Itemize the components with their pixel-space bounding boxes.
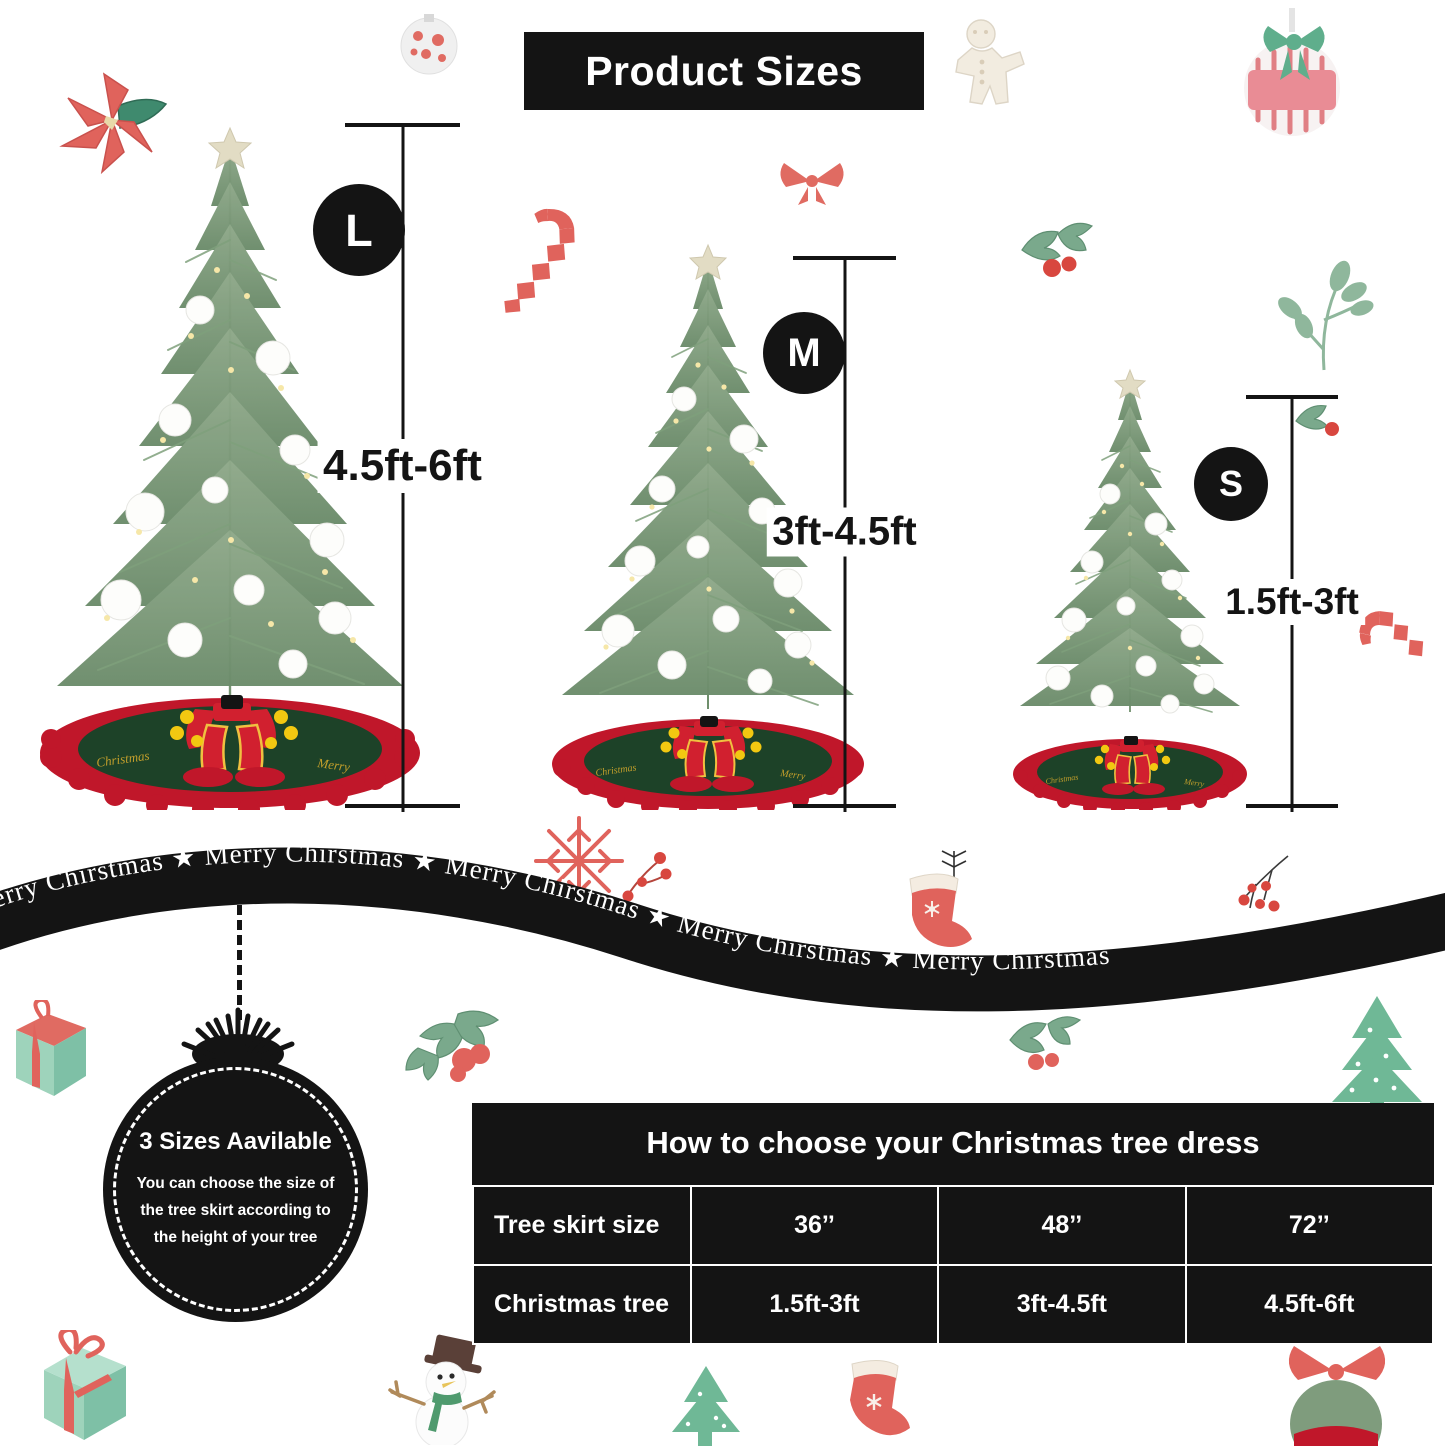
bow-icon — [780, 163, 844, 205]
three-sizes-available-badge: 3 Sizes Aavilable You can choose the siz… — [103, 1057, 368, 1322]
size-chart: How to choose your Christmas tree dress … — [472, 1103, 1435, 1345]
table-cell: 1.5ft-3ft — [689, 1264, 940, 1345]
badge-connector-line — [237, 905, 242, 1020]
tree-large: Christmas Merry — [35, 120, 425, 810]
measure-cap-top — [1246, 395, 1338, 399]
svg-text:Merry: Merry — [779, 768, 807, 783]
table-cell: 48’’ — [937, 1185, 1187, 1266]
snowman-icon — [388, 1334, 496, 1445]
tree-skirt-medium: Christmas Merry — [552, 716, 864, 810]
stocking-icon — [850, 1360, 910, 1436]
measure-label-large: 4.5ft-6ft — [317, 438, 488, 493]
holly-icon — [1021, 222, 1094, 277]
table-cell: 72’’ — [1184, 1185, 1435, 1266]
pine-tree-icon — [672, 1366, 740, 1446]
row-header: Tree skirt size — [472, 1185, 692, 1266]
size-chart-title: How to choose your Christmas tree dress — [472, 1103, 1434, 1185]
size-chart-table: Tree skirt size 36’’ 48’’ 72’’ Christmas… — [472, 1185, 1435, 1345]
measure-line-large: 4.5ft-6ft — [317, 123, 488, 812]
svg-text:Christmas: Christmas — [95, 748, 150, 770]
svg-text:Merry: Merry — [316, 755, 351, 775]
measure-cap-bottom — [793, 804, 896, 808]
christmas-tree-photo-medium — [562, 243, 854, 709]
size-badge-large: L — [313, 184, 405, 276]
gift-box-icon — [44, 1330, 126, 1440]
christmas-tree-photo-large — [57, 126, 403, 710]
measure-line-small: 1.5ft-3ft — [1219, 395, 1365, 812]
table-row: Tree skirt size 36’’ 48’’ 72’’ — [472, 1185, 1435, 1266]
table-row: Christmas tree 1.5ft-3ft 3ft-4.5ft 4.5ft… — [472, 1264, 1435, 1345]
badge-title: 3 Sizes Aavilable — [139, 1127, 332, 1155]
badge-body: You can choose the size of the tree skir… — [136, 1174, 335, 1247]
row-header: Christmas tree — [472, 1264, 692, 1345]
table-cell: 3ft-4.5ft — [937, 1264, 1187, 1345]
bauble-icon — [1244, 8, 1340, 136]
tree-medium: Christmas Merry — [548, 243, 868, 810]
measure-label-medium: 3ft-4.5ft — [766, 507, 923, 557]
measure-line-medium: 3ft-4.5ft — [766, 256, 923, 812]
measure-label-small: 1.5ft-3ft — [1219, 578, 1365, 625]
size-badge-small: S — [1194, 447, 1268, 521]
svg-text:Merry: Merry — [1183, 777, 1205, 789]
mistletoe-icon — [1278, 260, 1374, 371]
tree-skirt-large: Christmas Merry — [40, 695, 420, 810]
page-title-text: Product Sizes — [585, 47, 863, 94]
bauble-icon — [1288, 1346, 1386, 1446]
merry-christmas-ribbon: Merry Chirstmas ★ Merry Chirstmas ★ Merr… — [0, 845, 1445, 1045]
table-cell: 4.5ft-6ft — [1184, 1264, 1435, 1345]
table-cell: 36’’ — [689, 1185, 940, 1266]
measure-cap-bottom — [345, 804, 460, 808]
size-badge-medium: M — [763, 312, 845, 394]
measure-cap-bottom — [1246, 804, 1338, 808]
measure-cap-top — [793, 256, 896, 260]
tree-skirt-small: Christmas Merry — [1013, 736, 1247, 810]
christmas-tree-photo-small — [1020, 368, 1240, 714]
measure-cap-top — [345, 123, 460, 127]
tree-small: Christmas Merry — [1010, 368, 1250, 810]
page-title: Product Sizes — [524, 32, 924, 110]
gingerbread-man-icon — [955, 19, 1025, 105]
bauble-icon — [400, 14, 458, 75]
